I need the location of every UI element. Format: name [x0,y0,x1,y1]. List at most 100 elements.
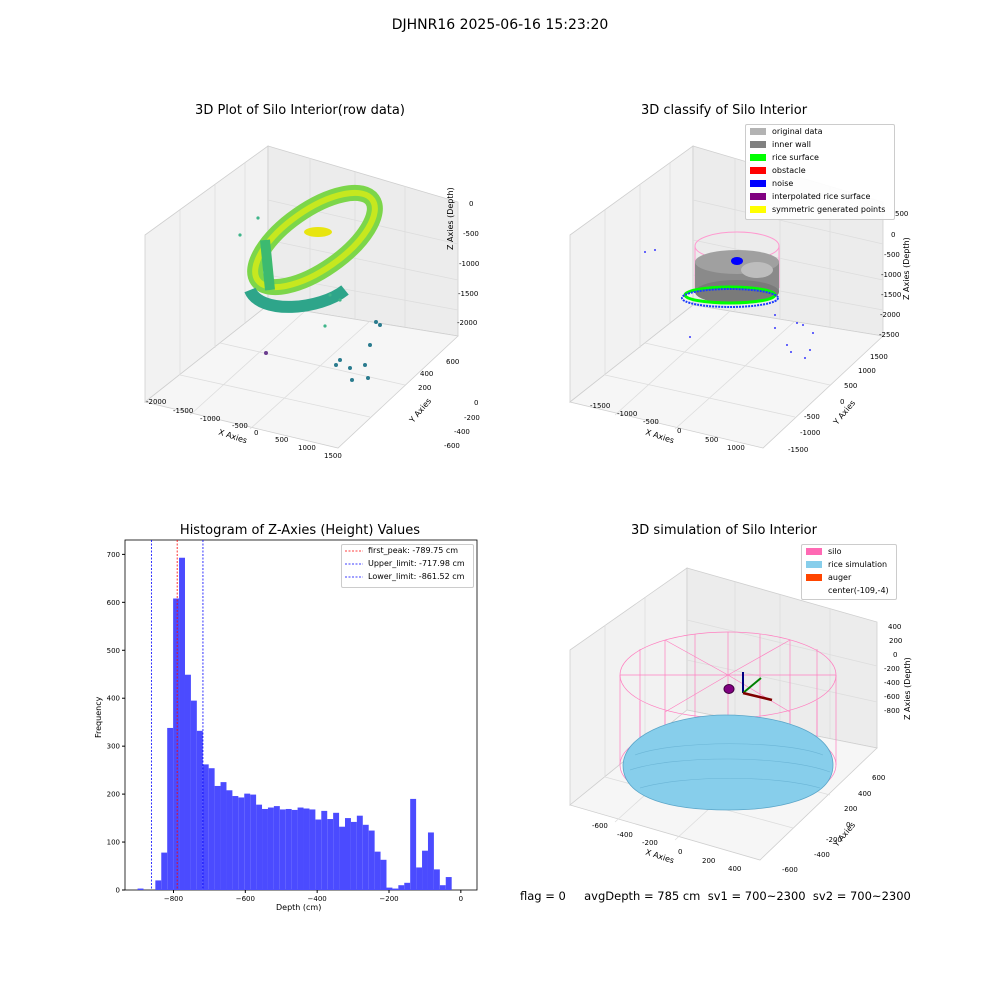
histogram-bar [262,808,268,890]
legend-label: silo [828,547,842,556]
histogram-bar [350,821,357,890]
histogram-bar [244,793,251,890]
histogram-bar [321,810,328,890]
x-axis-ticks: −800 −600 −400 −200 0 [164,890,463,903]
histogram-bar [362,824,369,890]
x-tick-label: −400 [308,895,327,903]
histogram-bar [161,852,168,890]
histogram-bar [291,809,298,890]
panel1-zlabel: Z Axies (Depth) [446,187,455,250]
legend-label: noise [772,179,794,188]
histogram-bar [226,790,233,890]
y-tick-label: 400 [107,695,120,703]
histogram-bar [250,794,257,890]
legend-swatch-symmetric [750,206,766,213]
histogram-bar [422,850,428,890]
figure-title: DJHNR16 2025-06-16 15:23:20 [391,17,609,33]
y-axis-ticks: 0 100 200 300 400 500 600 700 [107,551,125,895]
panel4-title: 3D simulation of Silo Interior [631,523,817,538]
histogram-bar [339,826,345,890]
legend-swatch-auger [806,574,822,581]
histogram-bars [137,557,452,890]
legend-swatch-inner-wall [750,141,766,148]
histogram-bar [404,882,411,890]
histogram-bar [439,885,446,890]
y-tick-label: 100 [107,839,120,847]
histogram-bar [184,674,191,890]
histogram-bar [398,885,405,890]
panel4-zlabel: Z Axies (Depth) [903,657,912,720]
histogram-bar [309,809,316,890]
legend-label: interpolated rice surface [772,192,871,201]
histogram-bar [285,808,292,890]
histogram-bar [267,807,274,890]
y-tick-label: 0 [116,887,120,895]
legend-label: original data [772,127,823,136]
panel2-title: 3D classify of Silo Interior [640,103,808,118]
histogram-bar [433,869,440,890]
histogram-bar [137,888,144,890]
x-tick-label: −600 [236,895,255,903]
axes-box [144,145,459,449]
histogram-bar [327,819,334,890]
legend-swatch-rice-surface [750,154,766,161]
histogram-bar [392,888,399,890]
histogram-bar [303,808,310,890]
histogram-bar [380,859,387,890]
histogram-bar [232,796,239,890]
histogram-bar [445,877,452,890]
panel2-legend: original data inner wall rice surface ob… [745,124,895,220]
histogram-bar [410,798,417,890]
legend-swatch-noise [750,180,766,187]
y-tick-label: 200 [107,791,120,799]
histogram-bar [356,815,363,890]
legend-label: inner wall [772,140,812,149]
y-tick-label: 700 [107,551,120,559]
histogram-bar [416,867,423,890]
histogram-bar [238,797,245,890]
histogram-bar [173,598,180,890]
x-tick-label: −800 [164,895,183,903]
legend-label-first-peak: first_peak: -789.75 cm [368,546,459,555]
legend-swatch-obstacle [750,167,766,174]
y-tick-label: 300 [107,743,120,751]
histogram-bar [345,818,351,890]
legend-label: center(-109,-4) [828,586,889,595]
threshold-lines [150,540,204,890]
histogram-bar [196,730,203,890]
simulation-3d-plot [569,567,878,861]
legend-swatch-rice-simulation [806,561,822,568]
legend-swatch-original [750,128,766,135]
histogram-bar [256,804,263,890]
rice-simulation-surface [622,714,834,811]
histogram-bar [167,727,174,890]
legend-label-lower-limit: Lower_limit: -861.52 cm [368,572,465,581]
histogram-bar [202,764,209,890]
legend-label: rice surface [772,153,819,162]
histogram-bar [333,812,340,890]
histogram-title: Histogram of Z-Axies (Height) Values [179,523,421,538]
legend-label: rice simulation [828,560,888,569]
classified-3d-plot [569,145,884,449]
legend-label: obstacle [772,166,806,175]
histogram-bar [297,807,304,890]
histogram-chart: −800 −600 −400 −200 0 0 100 200 300 400 500 600 700 [107,539,478,903]
histogram-bar [214,785,221,890]
histogram-bar [155,880,162,890]
x-tick-label: 0 [459,895,463,903]
status-readout: flag = 0 avgDepth = 785 cm sv1 = 700~230… [520,889,911,903]
legend-swatch-silo [806,548,822,555]
classified-silo [644,231,814,359]
x-tick-label: −200 [379,895,398,903]
legend-label-upper-limit: Upper_limit: -717.98 cm [368,559,465,568]
histogram-xlabel: Depth (cm) [276,903,322,912]
histogram-bar [374,851,381,890]
y-tick-label: 500 [107,647,120,655]
histogram-bar [190,700,197,890]
histogram-bar [279,809,286,890]
legend-label: symmetric generated points [772,205,886,214]
histogram-legend: first_peak: -789.75 cm Upper_limit: -717… [341,544,474,588]
legend-label: auger [828,573,852,582]
y-tick-label: 600 [107,599,120,607]
histogram-bar [386,887,393,890]
